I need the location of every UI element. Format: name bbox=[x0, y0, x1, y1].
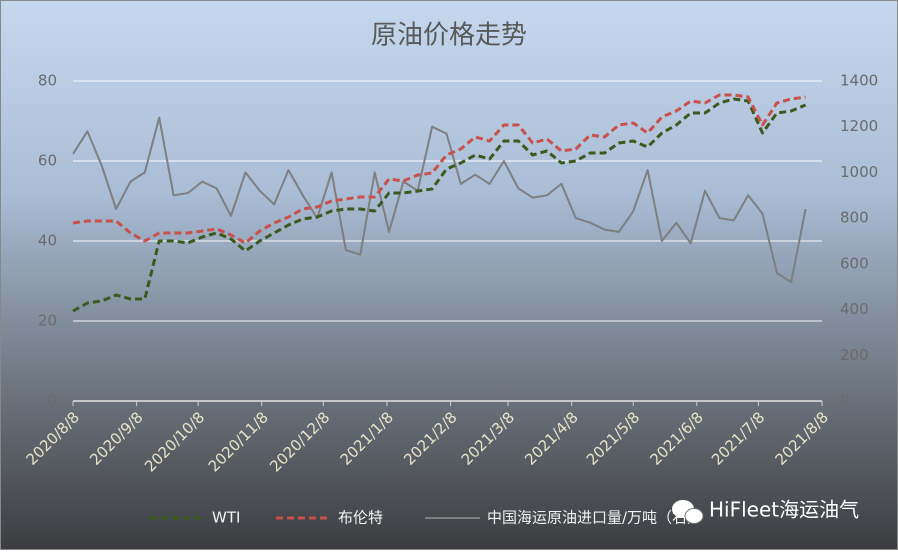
y-tick-label: 40 bbox=[38, 232, 57, 250]
y-tick-label: 60 bbox=[38, 152, 57, 170]
y-tick-label: 20 bbox=[38, 312, 57, 330]
legend-label: 中国海运原油进口量/万吨（右） bbox=[487, 509, 702, 527]
y2-tick-label: 800 bbox=[840, 209, 869, 227]
y2-tick-label: 1200 bbox=[840, 117, 878, 135]
y2-tick-label: 1400 bbox=[840, 72, 878, 90]
y2-tick-label: 400 bbox=[840, 300, 869, 318]
chart-title: 原油价格走势 bbox=[371, 21, 527, 51]
y2-tick-label: 200 bbox=[840, 346, 869, 364]
y2-tick-label: 0 bbox=[840, 392, 850, 410]
watermark-text: HiFleet海运油气 bbox=[709, 498, 859, 522]
watermark: HiFleet海运油气 bbox=[672, 498, 859, 524]
series-line bbox=[72, 116, 807, 284]
wechat-icon bbox=[684, 508, 704, 524]
y2-tick-label: 1000 bbox=[840, 163, 878, 181]
legend-label: WTI bbox=[212, 509, 240, 527]
legend-label: 布伦特 bbox=[338, 509, 383, 527]
y-tick-label: 0 bbox=[47, 392, 57, 410]
y2-tick-label: 600 bbox=[840, 254, 869, 272]
y-tick-label: 80 bbox=[38, 72, 57, 90]
